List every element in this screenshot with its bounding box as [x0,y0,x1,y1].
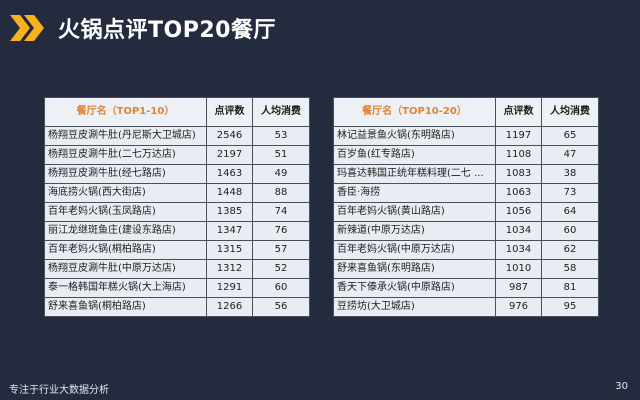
review-count-cell: 2546 [206,126,253,146]
table-row: 海底捞火锅(西大街店) 1448 88 [44,183,310,203]
restaurant-name-cell: 杨翔豆皮涮牛肚(中原万达店) [44,259,207,279]
table-row: 新辣道(中原万达店) 1034 60 [333,221,599,241]
restaurant-name-cell: 豆捞坊(大卫城店) [333,297,496,317]
ranking-table-top1-10: 餐厅名（TOP1-10） 点评数 人均消费 杨翔豆皮涮牛肚(丹尼斯大卫城店) 25… [44,97,310,317]
avg-spend-cell: 73 [541,183,599,203]
restaurant-name-cell: 杨翔豆皮涮牛肚(丹尼斯大卫城店) [44,126,207,146]
table-row: 百年老妈火锅(桐柏路店) 1315 57 [44,240,310,260]
slide-header: 火锅点评TOP20餐厅 [6,13,276,43]
avg-spend-cell: 95 [541,297,599,317]
avg-spend-cell: 60 [252,278,310,298]
page-title: 火锅点评TOP20餐厅 [58,18,276,43]
avg-spend-cell: 47 [541,145,599,165]
review-count-cell: 987 [495,278,542,298]
restaurant-name-cell: 新辣道(中原万达店) [333,221,496,241]
restaurant-name-cell: 杨翔豆皮涮牛肚(经七路店) [44,164,207,184]
restaurant-name-cell: 玛喜达韩国正统年糕料理(二七 ... [333,164,496,184]
avg-spend-cell: 38 [541,164,599,184]
review-count-cell: 1034 [495,221,542,241]
review-count-cell: 1063 [495,183,542,203]
footer-tagline: 专注于行业大数据分析 [9,385,109,396]
table-body: 林记益景鱼火锅(东明路店) 1197 65 百岁鱼(红专路店) 1108 47 玛喜达韩国正… [333,126,599,317]
right-ranking-table-panel: 餐厅名（TOP10-20） 点评数 人均消费 林记益景鱼火锅(东明路店) 1197… [333,97,599,317]
restaurant-name-cell: 香天下傣承火锅(中原路店) [333,278,496,298]
table-row: 杨翔豆皮涮牛肚(二七万达店) 2197 51 [44,145,310,165]
review-count-cell: 1347 [206,221,253,241]
review-count-cell: 1197 [495,126,542,146]
review-count-cell: 1463 [206,164,253,184]
table-body: 杨翔豆皮涮牛肚(丹尼斯大卫城店) 2546 53 杨翔豆皮涮牛肚(二七万达店) 2197… [44,126,310,317]
column-header-avg-spend: 人均消费 [541,97,599,127]
avg-spend-cell: 76 [252,221,310,241]
column-header-restaurant: 餐厅名（TOP1-10） [44,97,207,127]
table-row: 香天下傣承火锅(中原路店) 987 81 [333,278,599,298]
restaurant-name-cell: 丽江龙继斑鱼庄(建设东路店) [44,221,207,241]
table-row: 泰一格韩国年糕火锅(大上海店) 1291 60 [44,278,310,298]
table-row: 丽江龙继斑鱼庄(建设东路店) 1347 76 [44,221,310,241]
table-row: 玛喜达韩国正统年糕料理(二七 ... 1083 38 [333,164,599,184]
table-row: 杨翔豆皮涮牛肚(中原万达店) 1312 52 [44,259,310,279]
restaurant-name-cell: 百年老妈火锅(中原万达店) [333,240,496,260]
table-row: 豆捞坊(大卫城店) 976 95 [333,297,599,317]
avg-spend-cell: 74 [252,202,310,222]
column-header-avg-spend: 人均消费 [252,97,310,127]
restaurant-name-cell: 舒来喜鱼锅(桐柏路店) [44,297,207,317]
table-row: 杨翔豆皮涮牛肚(经七路店) 1463 49 [44,164,310,184]
review-count-cell: 1108 [495,145,542,165]
double-chevron-right-icon [10,15,44,41]
column-header-review-count: 点评数 [206,97,253,127]
avg-spend-cell: 65 [541,126,599,146]
page-number: 30 [615,381,628,392]
table-row: 杨翔豆皮涮牛肚(丹尼斯大卫城店) 2546 53 [44,126,310,146]
review-count-cell: 1448 [206,183,253,203]
review-count-cell: 1291 [206,278,253,298]
avg-spend-cell: 88 [252,183,310,203]
avg-spend-cell: 58 [541,259,599,279]
table-row: 林记益景鱼火锅(东明路店) 1197 65 [333,126,599,146]
restaurant-name-cell: 百年老妈火锅(玉凤路店) [44,202,207,222]
restaurant-name-cell: 香臣·海捞 [333,183,496,203]
table-header-row: 餐厅名（TOP10-20） 点评数 人均消费 [333,97,599,127]
review-count-cell: 1385 [206,202,253,222]
review-count-cell: 1315 [206,240,253,260]
restaurant-name-cell: 海底捞火锅(西大街店) [44,183,207,203]
review-count-cell: 1266 [206,297,253,317]
avg-spend-cell: 62 [541,240,599,260]
column-header-restaurant: 餐厅名（TOP10-20） [333,97,496,127]
review-count-cell: 1056 [495,202,542,222]
table-row: 百年老妈火锅(黄山路店) 1056 64 [333,202,599,222]
restaurant-name-cell: 百岁鱼(红专路店) [333,145,496,165]
review-count-cell: 1312 [206,259,253,279]
restaurant-name-cell: 百年老妈火锅(桐柏路店) [44,240,207,260]
avg-spend-cell: 57 [252,240,310,260]
avg-spend-cell: 52 [252,259,310,279]
column-header-review-count: 点评数 [495,97,542,127]
left-ranking-table-panel: 餐厅名（TOP1-10） 点评数 人均消费 杨翔豆皮涮牛肚(丹尼斯大卫城店) 25… [44,97,310,317]
avg-spend-cell: 51 [252,145,310,165]
avg-spend-cell: 64 [541,202,599,222]
table-row: 百岁鱼(红专路店) 1108 47 [333,145,599,165]
restaurant-name-cell: 杨翔豆皮涮牛肚(二七万达店) [44,145,207,165]
restaurant-name-cell: 百年老妈火锅(黄山路店) [333,202,496,222]
review-count-cell: 2197 [206,145,253,165]
avg-spend-cell: 56 [252,297,310,317]
avg-spend-cell: 49 [252,164,310,184]
review-count-cell: 1010 [495,259,542,279]
table-row: 舒来喜鱼锅(桐柏路店) 1266 56 [44,297,310,317]
review-count-cell: 976 [495,297,542,317]
table-row: 百年老妈火锅(中原万达店) 1034 62 [333,240,599,260]
table-row: 百年老妈火锅(玉凤路店) 1385 74 [44,202,310,222]
ranking-table-top10-20: 餐厅名（TOP10-20） 点评数 人均消费 林记益景鱼火锅(东明路店) 1197… [333,97,599,317]
avg-spend-cell: 60 [541,221,599,241]
avg-spend-cell: 53 [252,126,310,146]
restaurant-name-cell: 泰一格韩国年糕火锅(大上海店) [44,278,207,298]
review-count-cell: 1034 [495,240,542,260]
restaurant-name-cell: 林记益景鱼火锅(东明路店) [333,126,496,146]
table-row: 香臣·海捞 1063 73 [333,183,599,203]
table-row: 舒来喜鱼锅(东明路店) 1010 58 [333,259,599,279]
avg-spend-cell: 81 [541,278,599,298]
table-header-row: 餐厅名（TOP1-10） 点评数 人均消费 [44,97,310,127]
review-count-cell: 1083 [495,164,542,184]
restaurant-name-cell: 舒来喜鱼锅(东明路店) [333,259,496,279]
